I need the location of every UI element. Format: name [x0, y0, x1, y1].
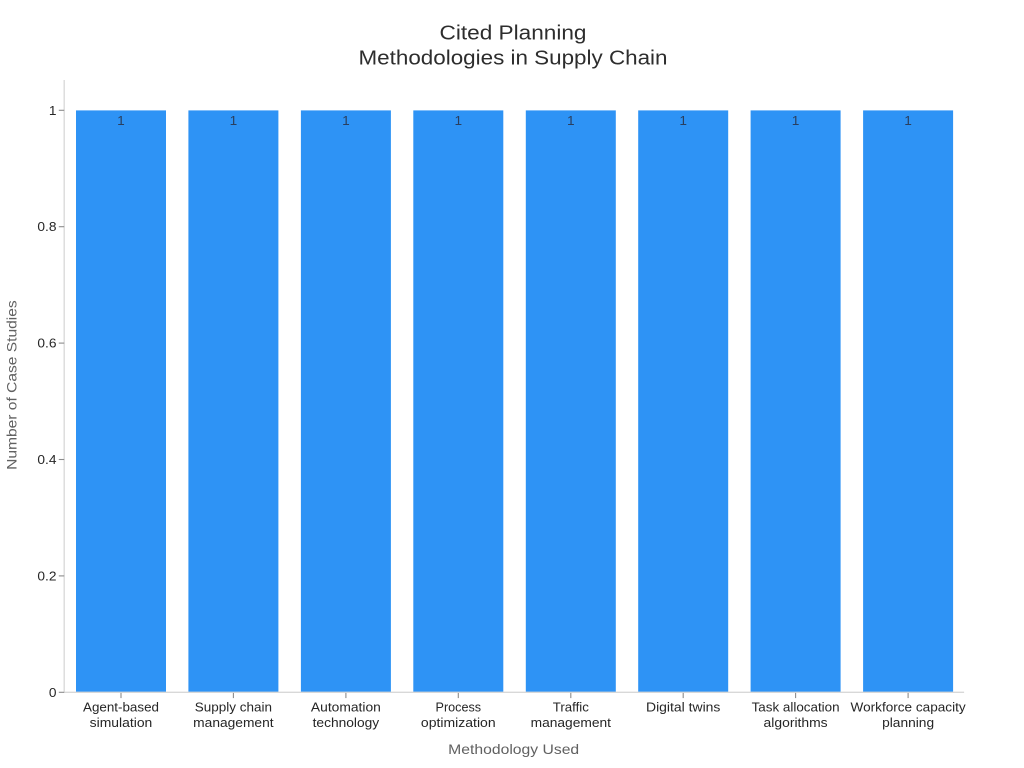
svg-text:algorithms: algorithms	[764, 716, 828, 730]
svg-text:Task allocation: Task allocation	[752, 701, 840, 715]
svg-text:Agent-based: Agent-based	[83, 701, 159, 715]
svg-text:Methodology Used: Methodology Used	[448, 741, 579, 757]
svg-text:management: management	[531, 716, 612, 730]
svg-text:1: 1	[117, 113, 125, 128]
svg-text:0.6: 0.6	[37, 337, 56, 351]
svg-text:simulation: simulation	[90, 716, 153, 730]
svg-text:1: 1	[49, 104, 57, 118]
svg-text:Workforce capacity: Workforce capacity	[851, 701, 967, 715]
svg-text:Process: Process	[436, 701, 482, 715]
svg-text:Traffic: Traffic	[553, 701, 589, 715]
svg-text:0: 0	[49, 686, 57, 700]
svg-text:optimization: optimization	[421, 716, 496, 730]
svg-text:1: 1	[904, 113, 912, 128]
svg-text:management: management	[193, 716, 274, 730]
svg-text:1: 1	[792, 113, 800, 128]
svg-text:Automation: Automation	[311, 701, 381, 715]
svg-text:Cited Planning: Cited Planning	[440, 22, 587, 44]
svg-text:Supply chain: Supply chain	[195, 701, 272, 715]
svg-text:1: 1	[342, 113, 350, 128]
svg-text:technology: technology	[313, 716, 380, 730]
svg-text:1: 1	[679, 113, 687, 128]
svg-text:1: 1	[455, 113, 463, 128]
svg-text:1: 1	[567, 113, 575, 128]
svg-text:0.8: 0.8	[37, 220, 56, 234]
svg-text:0.2: 0.2	[37, 569, 56, 583]
svg-text:planning: planning	[882, 716, 934, 730]
svg-text:Digital twins: Digital twins	[646, 701, 720, 715]
svg-text:Methodologies in Supply Chain: Methodologies in Supply Chain	[359, 48, 668, 70]
svg-text:0.4: 0.4	[37, 453, 56, 467]
svg-text:1: 1	[230, 113, 238, 128]
svg-text:Number of Case Studies: Number of Case Studies	[4, 300, 20, 470]
